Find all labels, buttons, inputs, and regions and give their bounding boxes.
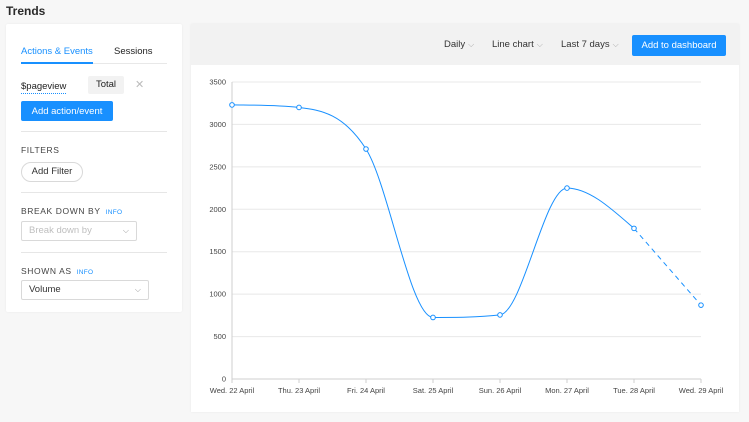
breakdown-placeholder: Break down by (29, 225, 92, 236)
shown-as-heading: SHOWN AS INFO (21, 266, 93, 276)
data-point[interactable] (296, 104, 302, 111)
x-tick-label: Mon. 27 April (545, 386, 589, 395)
y-tick-label: 2000 (209, 205, 226, 214)
data-point[interactable] (229, 102, 235, 108)
add-filter-button[interactable]: Add Filter (21, 162, 83, 182)
math-select[interactable]: Total (88, 76, 124, 94)
shown-as-value: Volume (29, 284, 61, 295)
shown-as-label: SHOWN AS (21, 266, 72, 276)
interval-value: Daily (444, 39, 466, 50)
data-point[interactable] (564, 185, 570, 191)
chart-toolbar: Daily ⌵ Line chart ⌵ Last 7 days ⌵ Add to d… (191, 24, 739, 65)
tab-sessions[interactable]: Sessions (114, 46, 153, 57)
y-tick-label: 3000 (209, 120, 226, 129)
series-line-incomplete (633, 228, 702, 306)
y-tick-label: 3500 (209, 78, 226, 87)
chevron-down-icon: ⌵ (134, 285, 141, 294)
filters-heading: FILTERS (21, 145, 60, 155)
tabs-divider (21, 63, 167, 64)
x-tick-label: Tue. 28 April (613, 386, 655, 395)
date-range-dropdown[interactable]: Last 7 days ⌵ (561, 39, 619, 50)
breakdown-heading: BREAK DOWN BY INFO (21, 206, 122, 216)
close-icon[interactable]: ✕ (135, 79, 145, 91)
date-range-value: Last 7 days (561, 39, 610, 50)
series-line (231, 104, 635, 318)
y-tick-label: 1500 (209, 247, 226, 256)
active-tab-indicator (21, 62, 93, 64)
data-point[interactable] (363, 146, 369, 152)
query-panel: Actions & Events Sessions $pageview Tota… (6, 24, 182, 312)
data-point[interactable] (497, 312, 503, 318)
x-tick-label: Sun. 26 April (479, 386, 522, 395)
x-tick-label: Wed. 22 April (210, 386, 255, 395)
x-tick-label: Fri. 24 April (347, 386, 385, 395)
chevron-down-icon: ⌵ (536, 40, 543, 49)
data-point[interactable] (698, 302, 704, 308)
add-to-dashboard-button[interactable]: Add to dashboard (632, 35, 726, 56)
chart-card: Daily ⌵ Line chart ⌵ Last 7 days ⌵ Add to d… (191, 24, 739, 412)
divider (21, 192, 167, 193)
data-point[interactable] (430, 314, 436, 321)
page-title: Trends (6, 4, 46, 18)
event-name[interactable]: $pageview (21, 81, 67, 94)
y-tick-label: 1000 (209, 290, 226, 299)
x-tick-label: Thu. 23 April (278, 386, 320, 395)
breakdown-select[interactable]: Break down by ⌵ (21, 221, 137, 241)
tab-actions-events[interactable]: Actions & Events (21, 46, 93, 57)
x-tick-label: Wed. 29 April (679, 386, 724, 395)
shown-as-info-link[interactable]: INFO (76, 269, 94, 276)
y-tick-label: 0 (222, 375, 226, 384)
add-action-event-button[interactable]: Add action/event (21, 101, 113, 121)
divider (21, 252, 167, 253)
data-point[interactable] (631, 225, 637, 232)
breakdown-info-link[interactable]: INFO (105, 209, 123, 216)
shown-as-select[interactable]: Volume ⌵ (21, 280, 149, 300)
trend-line-chart: 0 500 1000 1500 2000 2500 3000 3500 Wed. 22 Apr… (209, 78, 724, 396)
chevron-down-icon: ⌵ (122, 226, 129, 235)
query-tabs: Actions & Events Sessions (21, 42, 167, 64)
chevron-down-icon: ⌵ (468, 40, 475, 49)
chart-type-value: Line chart (492, 39, 534, 50)
chevron-down-icon: ⌵ (612, 40, 619, 49)
divider (21, 131, 167, 132)
y-tick-label: 500 (213, 332, 226, 341)
interval-dropdown[interactable]: Daily ⌵ (444, 39, 474, 50)
chart-type-dropdown[interactable]: Line chart ⌵ (492, 39, 543, 50)
y-tick-label: 2500 (209, 162, 226, 171)
breakdown-label: BREAK DOWN BY (21, 206, 101, 216)
x-tick-label: Sat. 25 April (413, 386, 454, 395)
